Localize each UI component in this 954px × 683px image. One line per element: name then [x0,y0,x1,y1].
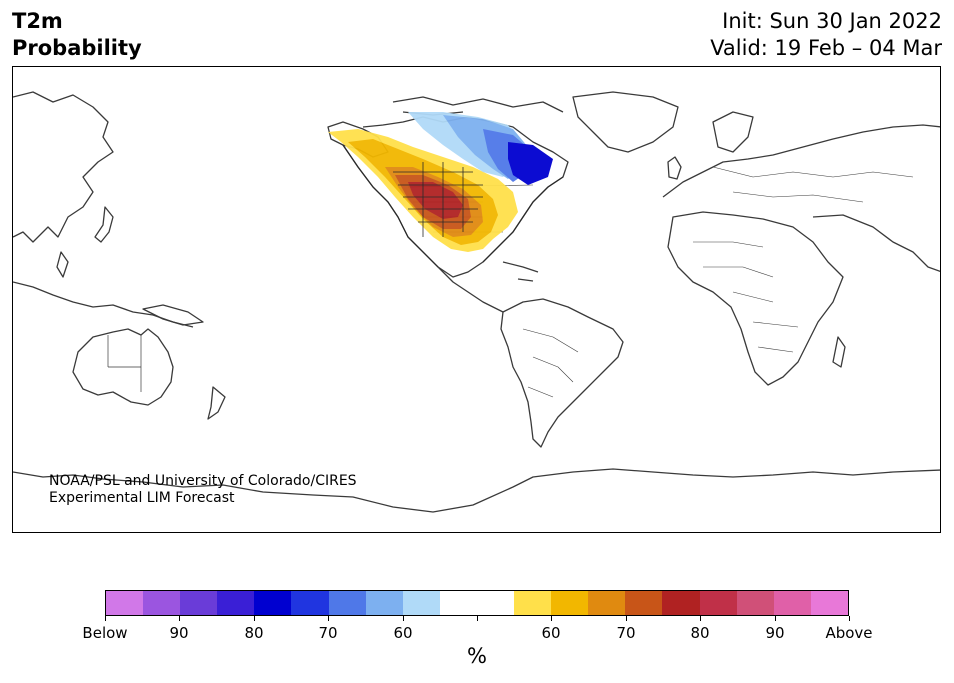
forecast-shading [328,112,553,252]
asia-east-borders [712,166,914,203]
asia-coast [13,91,114,243]
colorbar-tick-label: 60 [393,624,413,642]
credit-text: NOAA/PSL and University of Colorado/CIRE… [49,473,357,507]
colorbar-segment [476,591,515,615]
scandinavia-coast [712,111,754,153]
south-america-borders [522,328,579,398]
colorbar-tick [179,616,180,621]
map-svg [13,91,940,513]
colorbar-segment [106,591,144,615]
colorbar-segment [365,591,403,615]
south-america-coast [500,298,624,448]
colorbar-segment [773,591,811,615]
colorbar-segment [439,591,477,615]
title-type: Probability [12,36,142,60]
australia-coast [72,328,174,406]
colorbar-tick-label: 90 [765,624,785,642]
colorbar-tick [626,616,627,621]
colorbar-segment [328,591,366,615]
philippines-coast [56,251,69,278]
credit-line-2: Experimental LIM Forecast [49,490,235,506]
africa-borders [693,241,799,353]
central-america-coast [437,266,504,313]
new-zealand-coast [207,386,226,420]
colorbar-tick [254,616,255,621]
below-80-region [508,142,553,185]
colorbar-segment [217,591,255,615]
colorbar-unit: % [467,644,487,668]
valid-range: Valid: 19 Feb – 04 Mar [710,36,942,60]
colorbar-segment [291,591,329,615]
colorbar-segment [254,591,292,615]
init-date: Init: Sun 30 Jan 2022 [722,9,942,33]
colorbar-tick-label: 90 [169,624,189,642]
colorbar-segment [736,591,774,615]
colorbar-segment [551,591,589,615]
africa-coast [667,211,844,386]
title-variable: T2m [12,9,63,33]
greenland-coast [572,91,679,153]
na-overlay-lines [342,144,564,268]
colorbar-tick [700,616,701,621]
colorbar-segment [514,591,552,615]
probability-colorbar [105,590,849,616]
middle-east-coast [812,214,940,272]
australia-borders [107,335,142,392]
forecast-dates: Init: Sun 30 Jan 2022 Valid: 19 Feb – 04… [710,8,942,62]
credit-line-1: NOAA/PSL and University of Colorado/CIRE… [49,473,357,489]
colorbar-tick [403,616,404,621]
colorbar-tick-label: Below [82,624,128,642]
above-80-region [408,182,463,219]
uk-coast [667,156,682,180]
colorbar-tick-label: Above [825,624,873,642]
colorbar-tick [849,616,850,621]
japan-coast [94,206,114,243]
madagascar-coast [832,336,846,368]
colorbar-tick [477,616,478,621]
colorbar-tick-label: 60 [541,624,561,642]
colorbar-tick [775,616,776,621]
new-guinea-coast [142,304,204,326]
colorbar-segment [662,591,700,615]
colorbar-tick-label: 70 [318,624,338,642]
world-map [12,66,941,533]
colorbar-tick-label: 80 [244,624,264,642]
caribbean-coast [502,261,539,282]
colorbar-segment [699,591,737,615]
map-title: T2m Probability [12,8,142,62]
colorbar-segment [625,591,663,615]
colorbar-tick [105,616,106,621]
colorbar-segment [588,591,626,615]
colorbar-tick [328,616,329,621]
colorbar-segment [810,591,848,615]
colorbar-segment [402,591,440,615]
antarctica-coast [13,468,940,513]
colorbar-segment [180,591,218,615]
na-coast-overlay [342,144,564,268]
colorbar-segment [143,591,181,615]
na-state-borders [393,162,483,237]
colorbar-tick-label: 80 [690,624,710,642]
colorbar-tick-label: 70 [616,624,636,642]
europe-coast [662,124,940,198]
colorbar-tick [551,616,552,621]
